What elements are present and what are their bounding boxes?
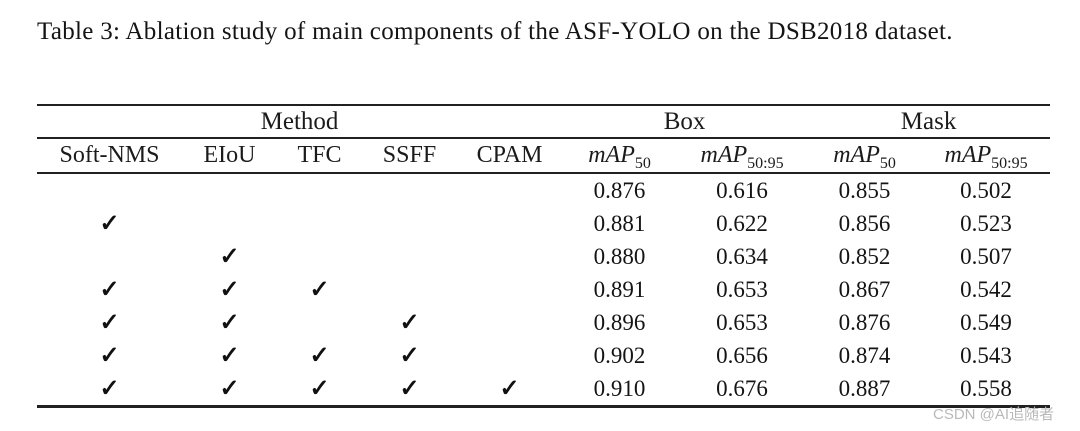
table-row: ✓ ✓ ✓ 0.896 0.653 0.876 0.549 xyxy=(37,306,1050,339)
empty-check-cell xyxy=(277,306,362,339)
checkmark-icon: ✓ xyxy=(99,277,120,303)
checkmark-icon: ✓ xyxy=(99,310,120,336)
column-header-soft-nms: Soft-NMS xyxy=(37,138,182,174)
column-header-mask-map50-95: mAP50:95 xyxy=(922,138,1051,174)
metric-value: 0.910 xyxy=(593,375,646,401)
empty-check-cell xyxy=(457,339,562,372)
metric-value: 0.507 xyxy=(960,243,1012,269)
checkmark-icon: ✓ xyxy=(219,310,240,336)
table-caption: Table 3: Ablation study of main componen… xyxy=(37,18,953,45)
checkmark-icon: ✓ xyxy=(399,310,420,336)
metric-value: 0.902 xyxy=(593,342,646,368)
column-header-mask-map50: mAP50 xyxy=(807,138,923,174)
empty-check-cell xyxy=(362,240,457,273)
empty-check-cell xyxy=(182,173,277,207)
table-row: ✓ 0.880 0.634 0.852 0.507 xyxy=(37,240,1050,273)
metric-value: 0.867 xyxy=(838,276,891,302)
metric-value: 0.558 xyxy=(960,375,1012,401)
metric-value: 0.653 xyxy=(716,309,768,335)
metric-value: 0.876 xyxy=(838,309,891,335)
table-row: ✓ ✓ ✓ ✓ ✓ 0.910 0.676 0.887 0.558 xyxy=(37,372,1050,407)
metric-value: 0.852 xyxy=(838,243,891,269)
metric-value: 0.676 xyxy=(716,375,768,401)
metric-value: 0.653 xyxy=(716,276,768,302)
checkmark-icon: ✓ xyxy=(219,277,240,303)
group-header-box: Box xyxy=(562,105,808,139)
table-body: 0.876 0.616 0.855 0.502 ✓ 0.881 0.622 0.856 0.52… xyxy=(37,173,1050,407)
empty-check-cell xyxy=(277,173,362,207)
column-header-cpam: CPAM xyxy=(457,138,563,174)
empty-check-cell xyxy=(457,306,562,339)
empty-check-cell xyxy=(277,207,362,240)
column-header-ssff: SSFF xyxy=(362,138,457,174)
checkmark-icon: ✓ xyxy=(99,343,120,369)
group-header-mask: Mask xyxy=(807,105,1051,139)
table-row: ✓ 0.881 0.622 0.856 0.523 xyxy=(37,207,1050,240)
metric-value: 0.855 xyxy=(838,177,891,203)
checkmark-icon: ✓ xyxy=(309,277,330,303)
column-header-row: Soft-NMS EIoU TFC SSFF CPAM mAP50 mAP50:… xyxy=(37,138,1051,174)
checkmark-icon: ✓ xyxy=(99,211,120,237)
checkmark-icon: ✓ xyxy=(219,343,240,369)
metric-value: 0.622 xyxy=(716,210,768,236)
metric-value: 0.543 xyxy=(960,342,1012,368)
empty-check-cell xyxy=(457,240,562,273)
metric-value: 0.876 xyxy=(593,177,646,203)
checkmark-icon: ✓ xyxy=(219,244,240,270)
metric-value: 0.887 xyxy=(838,375,891,401)
column-header-tfc: TFC xyxy=(277,138,362,174)
checkmark-icon: ✓ xyxy=(219,376,240,402)
checkmark-icon: ✓ xyxy=(399,343,420,369)
checkmark-icon: ✓ xyxy=(399,376,420,402)
empty-check-cell xyxy=(37,173,182,207)
metric-value: 0.616 xyxy=(716,177,768,203)
metric-value: 0.891 xyxy=(593,276,646,302)
empty-check-cell xyxy=(182,207,277,240)
empty-check-cell xyxy=(457,273,562,306)
table-row: ✓ ✓ ✓ 0.891 0.653 0.867 0.542 xyxy=(37,273,1050,306)
column-header-box-map50-95: mAP50:95 xyxy=(677,138,808,174)
column-header-box-map50: mAP50 xyxy=(562,138,678,174)
checkmark-icon: ✓ xyxy=(309,343,330,369)
table-row: ✓ ✓ ✓ ✓ 0.902 0.656 0.874 0.543 xyxy=(37,339,1050,372)
metric-value: 0.542 xyxy=(960,276,1012,302)
table-row: 0.876 0.616 0.855 0.502 xyxy=(37,173,1050,207)
table-header: Method Box Mask Soft-NMS EIoU TFC SSFF C… xyxy=(37,105,1051,174)
metric-value: 0.549 xyxy=(960,309,1012,335)
metric-value: 0.656 xyxy=(716,342,768,368)
empty-check-cell xyxy=(277,240,362,273)
empty-check-cell xyxy=(37,240,182,273)
empty-check-cell xyxy=(362,273,457,306)
metric-value: 0.896 xyxy=(593,309,646,335)
metric-value: 0.874 xyxy=(838,342,891,368)
checkmark-icon: ✓ xyxy=(99,376,120,402)
metric-value: 0.502 xyxy=(960,177,1012,203)
checkmark-icon: ✓ xyxy=(309,376,330,402)
column-header-eiou: EIoU xyxy=(182,138,277,174)
group-header-method: Method xyxy=(37,105,563,139)
metric-value: 0.856 xyxy=(838,210,891,236)
metric-value: 0.881 xyxy=(593,210,646,236)
empty-check-cell xyxy=(362,173,457,207)
metric-value: 0.880 xyxy=(593,243,646,269)
checkmark-icon: ✓ xyxy=(499,376,520,402)
metric-value: 0.634 xyxy=(716,243,768,269)
csdn-watermark: CSDN @AI追随者 xyxy=(933,406,1055,423)
empty-check-cell xyxy=(457,173,562,207)
empty-check-cell xyxy=(362,207,457,240)
ablation-table: Method Box Mask Soft-NMS EIoU TFC SSFF C… xyxy=(37,104,1051,408)
metric-value: 0.523 xyxy=(960,210,1012,236)
empty-check-cell xyxy=(457,207,562,240)
group-header-row: Method Box Mask xyxy=(37,105,1051,139)
